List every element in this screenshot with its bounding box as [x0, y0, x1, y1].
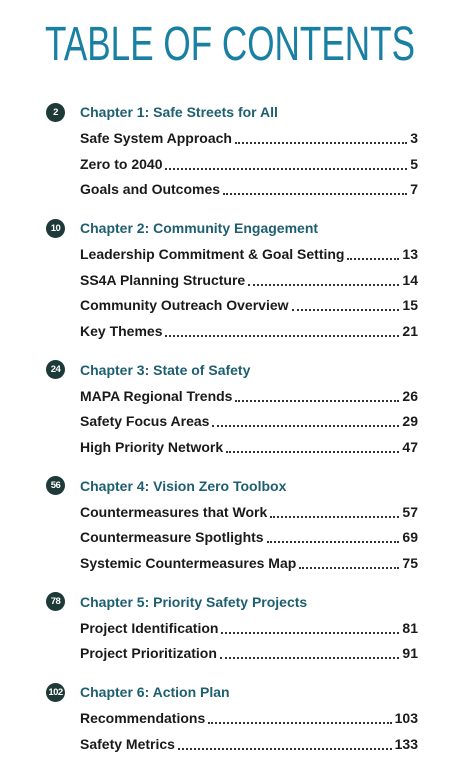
- entry-label: Safety Metrics: [80, 735, 175, 752]
- entry-label: MAPA Regional Trends: [80, 387, 233, 404]
- chapter-title: Chapter 2: Community Engagement: [80, 220, 319, 236]
- entry-label: Project Prioritization: [80, 645, 217, 661]
- entry-label: Key Themes: [80, 322, 163, 339]
- entry-page: 69: [402, 529, 418, 545]
- chapter-title: Chapter 5: Priority Safety Projects: [80, 593, 308, 610]
- toc-entry: Countermeasures that Work 57: [80, 502, 418, 522]
- dot-leader: [177, 738, 392, 750]
- dot-leader: [266, 531, 400, 543]
- entry-page: 26: [402, 387, 418, 404]
- entry-page: 29: [402, 413, 418, 429]
- toc-entry: Key Themes 21: [80, 321, 418, 341]
- title: TABLE OF CONTENTS: [45, 18, 415, 71]
- toc-entry: Safe System Approach 3: [80, 128, 418, 148]
- toc-entry: Community Outreach Overview 15: [80, 295, 418, 315]
- entry-label: SS4A Planning Structure: [80, 271, 246, 288]
- entry-label: Countermeasure Spotlights: [80, 529, 264, 545]
- toc-entry: Leadership Commitment & Goal Setting 13: [80, 244, 418, 264]
- toc-entry: Project Identification 81: [80, 618, 418, 638]
- toc-entry: Safety Metrics 133: [80, 734, 418, 754]
- entry-label: Community Outreach Overview: [80, 297, 289, 313]
- toc-entry: Systemic Countermeasures Map 75: [80, 553, 418, 573]
- toc-entry: MAPA Regional Trends 26: [80, 386, 418, 406]
- dot-leader: [208, 712, 392, 724]
- dot-leader: [270, 506, 400, 518]
- dot-leader: [347, 248, 400, 260]
- entry-page: 81: [402, 619, 418, 636]
- entry-label: Recommendations: [80, 710, 206, 726]
- toc-entry: SS4A Planning Structure 14: [80, 270, 418, 290]
- toc-entry: Project Prioritization 91: [80, 643, 418, 663]
- toc-entry: Zero to 2040 5: [80, 154, 418, 174]
- entry-label: Systemic Countermeasures Map: [80, 554, 297, 571]
- chapter-badge: 78: [46, 592, 65, 611]
- header: TABLE OF CONTENTS: [45, 18, 415, 71]
- entry-page: 15: [402, 297, 418, 313]
- dot-leader: [235, 390, 400, 402]
- dot-leader: [165, 158, 408, 170]
- entry-label: Zero to 2040: [80, 155, 163, 172]
- chapter-title: Chapter 4: Vision Zero Toolbox: [80, 477, 287, 494]
- entry-page: 5: [410, 155, 418, 172]
- entry-label: Countermeasures that Work: [80, 503, 268, 520]
- entry-label: Safety Focus Areas: [80, 413, 210, 429]
- dot-leader: [165, 325, 400, 337]
- entry-page: 13: [402, 246, 418, 262]
- dot-leader: [226, 441, 400, 453]
- entry-page: 103: [394, 710, 418, 726]
- chapter-title: Chapter 6: Action Plan: [80, 684, 230, 700]
- entry-page: 47: [402, 438, 418, 455]
- entry-page: 7: [410, 181, 418, 197]
- chapter-badge: 102: [46, 682, 65, 702]
- toc-entry: High Priority Network 47: [80, 437, 418, 457]
- entry-page: 91: [402, 645, 418, 661]
- dot-leader: [221, 622, 400, 634]
- dot-leader: [219, 647, 400, 659]
- entry-page: 57: [402, 503, 418, 520]
- entry-page: 14: [402, 271, 418, 288]
- entry-label: Project Identification: [80, 619, 219, 636]
- toc-entry: Recommendations 103: [80, 708, 418, 728]
- chapter-title: Chapter 3: State of Safety: [80, 361, 251, 378]
- entry-page: 21: [402, 322, 418, 339]
- entry-label: Leadership Commitment & Goal Setting: [80, 246, 345, 262]
- entry-label: Safe System Approach: [80, 130, 232, 146]
- dot-leader: [212, 415, 400, 427]
- entry-page: 133: [394, 735, 418, 752]
- dot-leader: [291, 299, 400, 311]
- chapter-title: Chapter 1: Safe Streets for All: [80, 104, 278, 120]
- dot-leader: [223, 183, 408, 195]
- dot-leader: [248, 274, 400, 286]
- entry-label: Goals and Outcomes: [80, 181, 221, 197]
- entry-page: 3: [410, 130, 418, 146]
- entry-page: 75: [402, 554, 418, 571]
- chapter-badge: 24: [46, 360, 65, 379]
- toc-entry: Safety Focus Areas 29: [80, 411, 418, 431]
- dot-leader: [299, 557, 400, 569]
- chapter-badge: 10: [46, 218, 65, 238]
- dot-leader: [234, 132, 408, 144]
- toc-entry: Countermeasure Spotlights 69: [80, 527, 418, 547]
- toc-entry: Goals and Outcomes 7: [80, 179, 418, 199]
- entry-label: High Priority Network: [80, 438, 224, 455]
- chapter-badge: 56: [46, 476, 65, 495]
- chapter-badge: 2: [46, 102, 65, 122]
